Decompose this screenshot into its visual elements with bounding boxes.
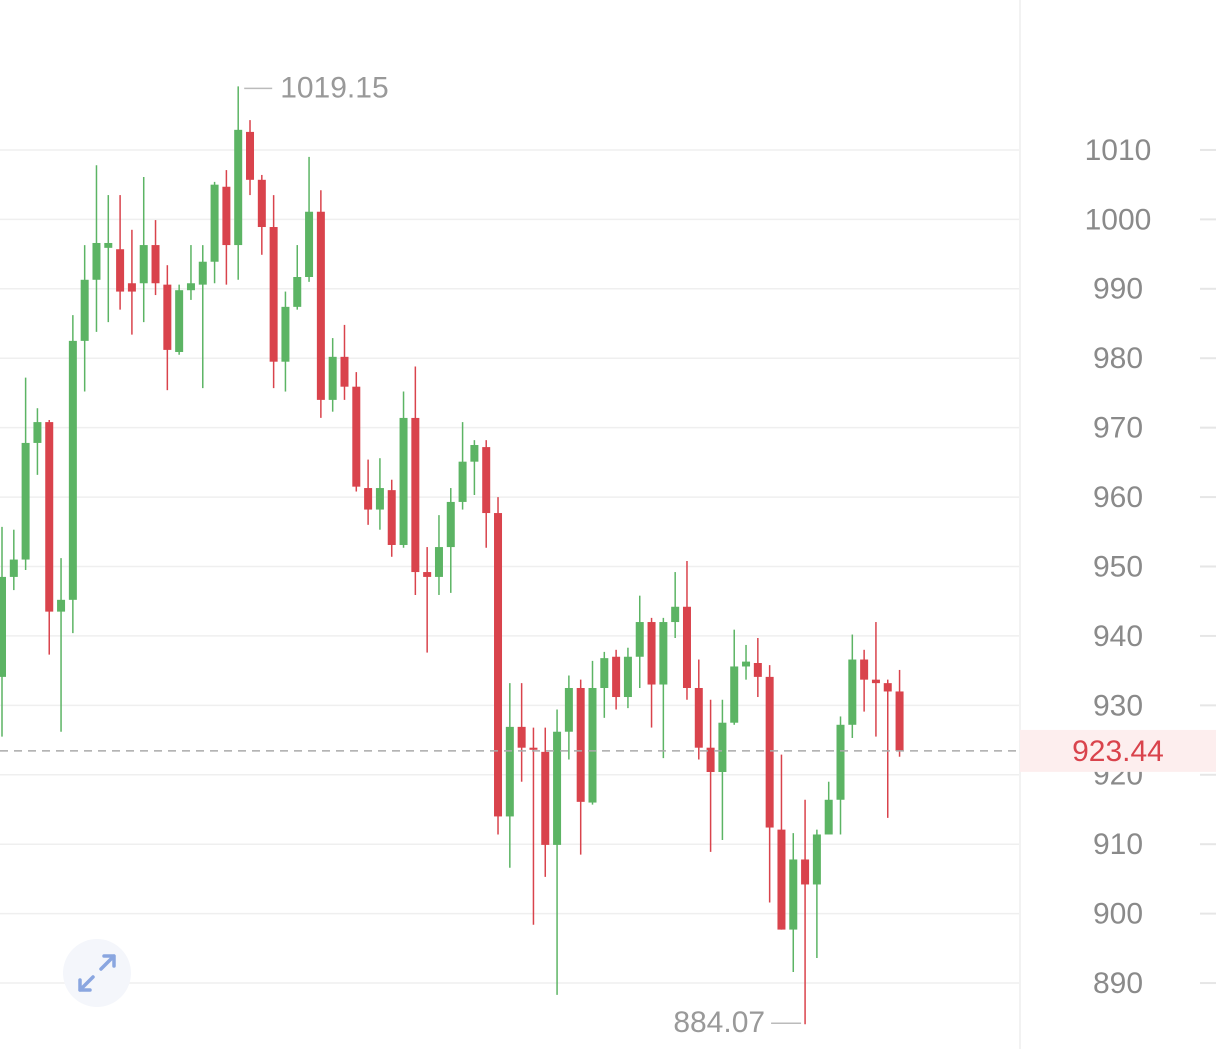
candle-body xyxy=(458,461,467,502)
expand-button[interactable] xyxy=(63,939,131,1007)
candle-body xyxy=(399,417,408,545)
candle-body xyxy=(777,829,786,930)
candle-body xyxy=(801,859,810,885)
candle-body xyxy=(694,687,703,748)
candle-body xyxy=(139,245,148,284)
high-label: 1019.15 xyxy=(280,71,388,104)
candle-body xyxy=(494,513,503,817)
candle-body xyxy=(576,687,585,802)
last-price-box xyxy=(1020,729,1216,772)
candle-body xyxy=(127,283,136,292)
candle-body xyxy=(328,356,337,400)
y-tick-label: 910 xyxy=(1093,828,1143,861)
grid xyxy=(0,149,1032,984)
y-tick-label: 890 xyxy=(1093,967,1143,1000)
candle-body xyxy=(57,599,66,612)
candle-body xyxy=(718,722,727,772)
candle-body xyxy=(517,726,526,748)
candle-body xyxy=(222,186,231,246)
candle-body xyxy=(104,242,113,248)
candle-body xyxy=(281,306,290,362)
y-tick-label: 990 xyxy=(1093,273,1143,306)
candle-body xyxy=(92,242,101,280)
candle-body xyxy=(671,606,680,623)
candle-body xyxy=(316,211,325,400)
candle-body xyxy=(246,131,255,180)
candle-body xyxy=(564,687,573,732)
candle-body xyxy=(21,442,30,560)
candle-body xyxy=(364,488,373,510)
candle-body xyxy=(612,656,621,698)
candle-body xyxy=(623,656,632,698)
candle-body xyxy=(0,576,6,677)
candle-body xyxy=(765,676,774,828)
candle-body xyxy=(659,622,668,685)
y-tick-label: 970 xyxy=(1093,412,1143,445)
low-label: 884.07 xyxy=(673,1006,765,1039)
candle-body xyxy=(45,422,54,612)
y-tick-label: 940 xyxy=(1093,620,1143,653)
y-tick-label: 980 xyxy=(1093,342,1143,375)
candle-body xyxy=(80,279,89,341)
candle-body xyxy=(387,490,396,545)
candle-body xyxy=(505,726,514,817)
candle-body xyxy=(305,211,314,278)
candle-body xyxy=(269,227,278,362)
candle-body xyxy=(352,386,361,487)
candle-body xyxy=(33,422,42,443)
y-tick-label: 1000 xyxy=(1085,203,1152,236)
last-price-label: 923.44 xyxy=(1072,735,1164,768)
candle-body xyxy=(198,261,207,285)
candle-body xyxy=(647,622,656,685)
y-tick-label: 900 xyxy=(1093,898,1143,931)
candle-body xyxy=(423,572,432,577)
candle-body xyxy=(434,547,443,577)
candle-body xyxy=(68,340,77,600)
candle-body xyxy=(824,799,833,835)
candle-body xyxy=(895,691,904,751)
candle-body xyxy=(9,559,18,577)
candle-body xyxy=(860,659,869,680)
expand-bg[interactable] xyxy=(63,939,131,1007)
candle-body xyxy=(163,284,172,350)
candle-body xyxy=(411,417,420,573)
y-tick-label: 950 xyxy=(1093,550,1143,583)
candle-body xyxy=(375,488,384,510)
y-tick-label: 960 xyxy=(1093,481,1143,514)
candle-body xyxy=(553,731,562,845)
candle-body xyxy=(175,290,184,352)
candle-body xyxy=(446,501,455,548)
y-tick-label: 930 xyxy=(1093,689,1143,722)
candle-body xyxy=(753,663,762,677)
candle-body xyxy=(883,683,892,692)
candle-body xyxy=(730,666,739,723)
candle-body xyxy=(529,747,538,750)
y-tick-label: 1010 xyxy=(1085,134,1152,167)
candle-body xyxy=(635,622,644,657)
candle-body xyxy=(871,679,880,684)
candle-body xyxy=(470,445,479,462)
candle-body xyxy=(482,447,491,514)
candle-body xyxy=(234,129,243,246)
candle-body xyxy=(836,724,845,800)
candle-body xyxy=(340,356,349,387)
axis-panel xyxy=(1020,0,1216,1049)
candle-body xyxy=(257,179,266,228)
candle-body xyxy=(588,687,597,803)
candle-body xyxy=(706,747,715,772)
candle-body xyxy=(210,184,219,262)
candle-body xyxy=(186,283,195,291)
candle-body xyxy=(600,658,609,688)
candle-body xyxy=(742,661,751,667)
candle-body xyxy=(812,834,821,885)
candle-body xyxy=(151,245,160,284)
candle-body xyxy=(541,751,550,845)
candle-body xyxy=(682,606,691,688)
candle-body xyxy=(848,659,857,725)
candle-body xyxy=(789,859,798,930)
candle-body xyxy=(293,277,302,307)
expand-icon[interactable] xyxy=(78,954,116,992)
candle-body xyxy=(116,249,125,292)
